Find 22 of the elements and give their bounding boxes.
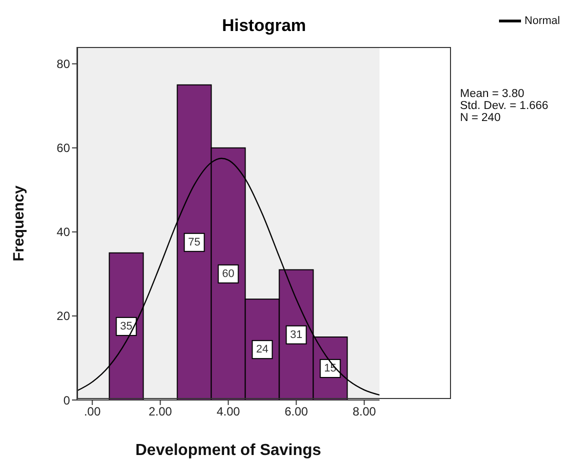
data-label: 60	[222, 268, 234, 280]
y-tick-label: 40	[56, 225, 70, 240]
x-tick-label: 6.00	[284, 404, 308, 419]
data-label: 31	[290, 328, 302, 341]
chart-title: Histogram	[220, 16, 308, 36]
y-tick-label: 80	[56, 57, 70, 72]
data-label: 35	[120, 320, 132, 332]
y-tick-label: 60	[56, 141, 70, 156]
text: Std. Dev. = 1.666	[460, 100, 548, 112]
data-label: 24	[256, 344, 268, 356]
x-tick-label: .00	[84, 404, 101, 419]
data-label: 75	[188, 236, 200, 248]
x-axis-title: Development of Savings	[135, 442, 322, 459]
text: Mean = 3.80	[460, 88, 526, 100]
x-tick-label: 8.00	[352, 404, 376, 419]
y-tick-label: 20	[56, 309, 70, 324]
x-tick-label: 2.00	[148, 404, 172, 419]
text: N = 240	[460, 112, 502, 124]
x-tick-label: 4.00	[216, 404, 240, 419]
legend-label: Normal	[524, 14, 560, 27]
y-axis-title: Frequency	[10, 184, 28, 262]
y-tick-label: 0	[63, 393, 70, 408]
